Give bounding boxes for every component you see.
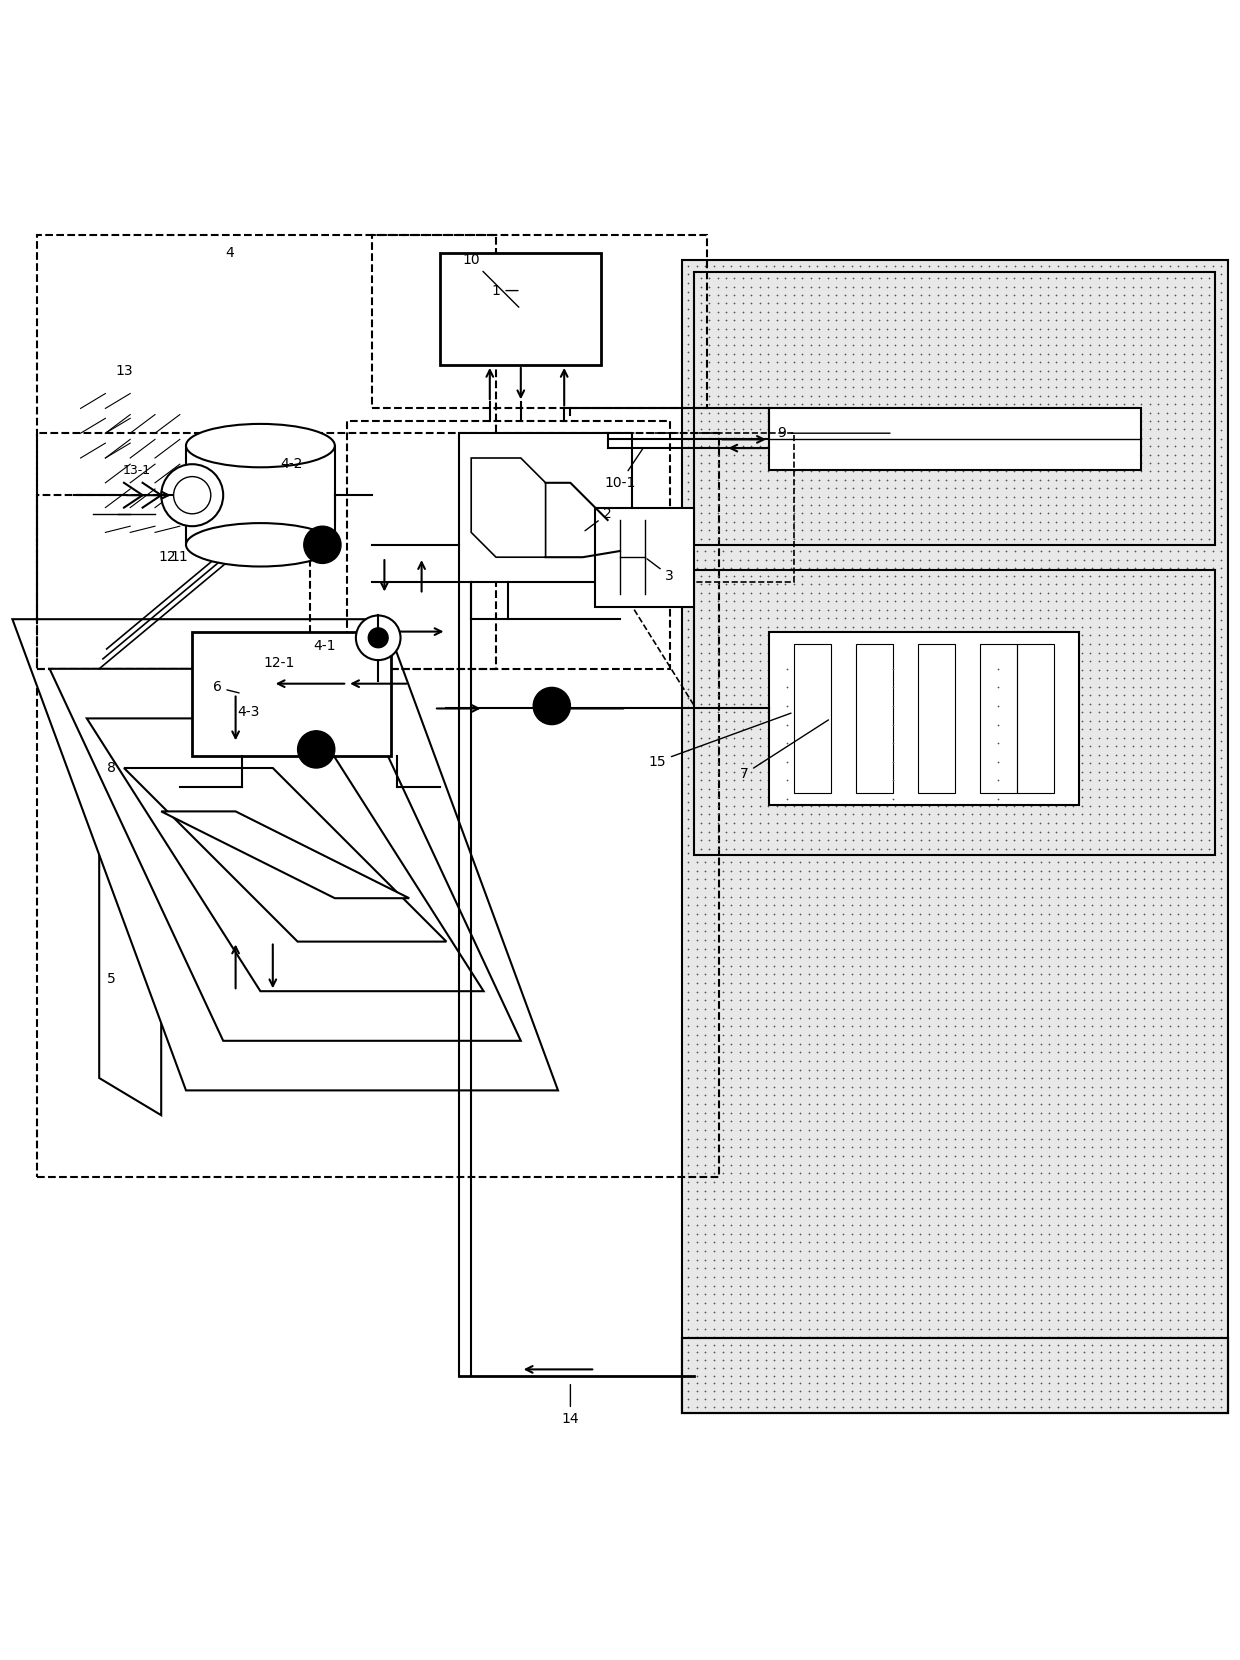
Circle shape	[161, 465, 223, 526]
Text: 4: 4	[224, 246, 234, 261]
Bar	[769, 631, 1079, 805]
Bar	[192, 631, 391, 755]
Text: 15: 15	[649, 714, 791, 769]
Bar	[595, 508, 694, 608]
Bar	[682, 1338, 1228, 1413]
Text: 5: 5	[107, 971, 117, 986]
Ellipse shape	[186, 523, 335, 566]
Bar	[918, 644, 955, 793]
Bar	[347, 420, 670, 669]
Bar	[440, 254, 601, 365]
Polygon shape	[12, 619, 558, 1091]
Circle shape	[298, 730, 335, 769]
Text: 6: 6	[212, 681, 239, 694]
Text: 4-1: 4-1	[314, 639, 336, 654]
Bar	[37, 433, 719, 1177]
Polygon shape	[99, 631, 161, 1116]
Text: 8: 8	[107, 760, 117, 775]
Text: 13-1: 13-1	[123, 463, 150, 476]
Text: 2: 2	[585, 506, 613, 531]
Polygon shape	[471, 458, 546, 558]
Polygon shape	[87, 719, 484, 991]
Bar	[608, 433, 794, 583]
Bar	[694, 272, 1215, 544]
Text: 1: 1	[491, 284, 518, 297]
Ellipse shape	[186, 423, 335, 468]
Text: 3: 3	[647, 559, 675, 583]
Text: 13: 13	[115, 364, 133, 378]
Bar	[856, 644, 893, 793]
Circle shape	[533, 687, 570, 725]
Circle shape	[368, 627, 388, 647]
Text: 7: 7	[739, 720, 828, 782]
Circle shape	[304, 526, 341, 563]
Polygon shape	[50, 669, 521, 1041]
Bar	[372, 234, 707, 408]
Bar	[769, 408, 1141, 470]
Text: 10: 10	[463, 252, 518, 307]
Polygon shape	[124, 769, 446, 941]
Text: 14: 14	[562, 1384, 579, 1426]
Bar	[694, 569, 1215, 855]
Bar	[682, 259, 1228, 1413]
Bar	[980, 644, 1017, 793]
Bar	[682, 1338, 1228, 1413]
Bar	[459, 433, 632, 583]
Text: 4-2: 4-2	[280, 457, 303, 471]
Bar	[37, 495, 310, 669]
Bar	[794, 644, 831, 793]
Bar	[186, 445, 335, 544]
Text: 12: 12	[159, 549, 176, 564]
Polygon shape	[161, 812, 409, 898]
Text: 10-1: 10-1	[604, 448, 644, 490]
Circle shape	[174, 476, 211, 515]
Bar	[37, 234, 496, 669]
Text: 4-3: 4-3	[237, 706, 259, 719]
Text: 12-1: 12-1	[263, 656, 295, 669]
Text: 9: 9	[776, 427, 890, 440]
Bar	[1017, 644, 1054, 793]
Circle shape	[356, 616, 401, 661]
Text: 11: 11	[171, 549, 188, 564]
